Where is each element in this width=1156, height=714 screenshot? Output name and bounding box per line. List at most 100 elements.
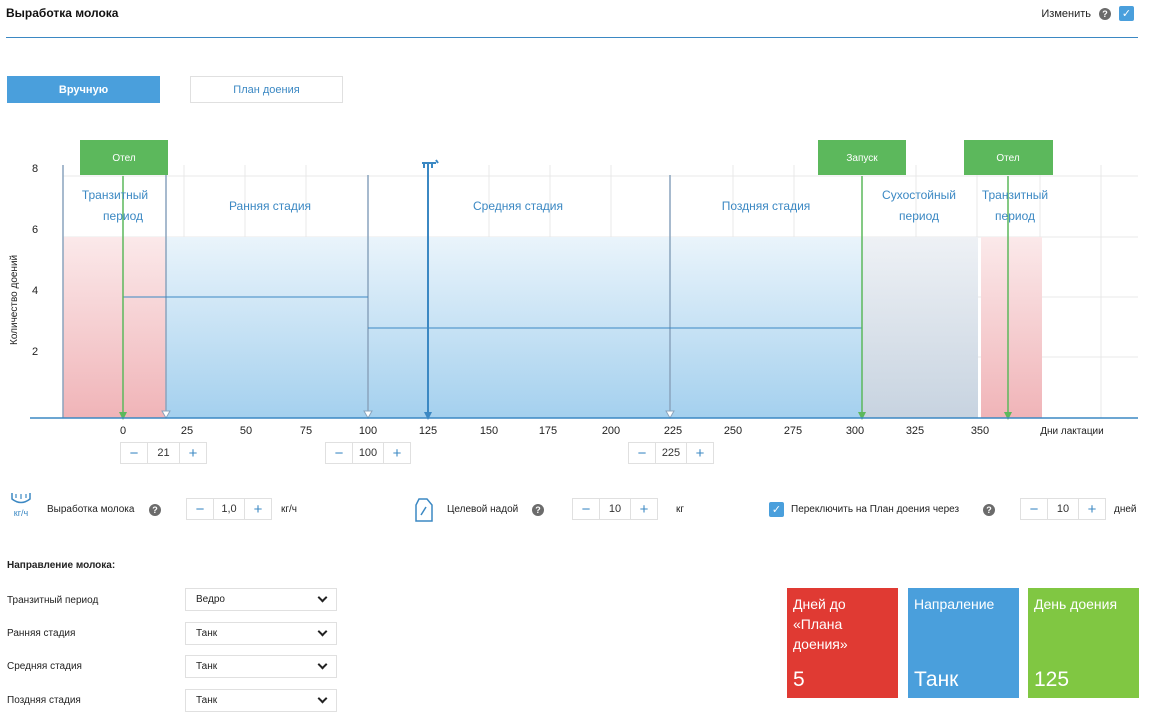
stepper-value[interactable]: 21 [147, 443, 180, 463]
switch-plan-label: Переключить на План доения через [791, 504, 960, 515]
tile-value: 125 [1034, 668, 1070, 691]
help-icon[interactable]: ? [149, 504, 161, 516]
transit-end-stepper: − 21 + [120, 442, 207, 464]
stage-label-transit-b-2: период [995, 209, 1035, 223]
decrement-button[interactable]: − [334, 444, 344, 462]
increment-button[interactable]: + [639, 500, 649, 518]
calving-flag-2-label: Отел [996, 153, 1019, 164]
decrement-button[interactable]: − [1029, 500, 1039, 518]
chevron-down-icon [317, 626, 328, 637]
stage-label-dry-2: период [899, 209, 939, 223]
x-tick: 100 [359, 425, 377, 437]
direction-select-early[interactable]: Танк [185, 622, 337, 645]
target-yield-icon [414, 497, 434, 528]
milk-yield-icon: кг/ч [9, 491, 33, 518]
y-tick: 8 [32, 163, 38, 175]
increment-button[interactable]: + [392, 444, 402, 462]
help-icon[interactable]: ? [532, 504, 544, 516]
stepper-value[interactable]: 225 [655, 443, 687, 463]
calving-flag-2[interactable]: Отел [964, 140, 1053, 175]
direction-select-late[interactable]: Танк [185, 689, 337, 712]
help-icon[interactable]: ? [1099, 7, 1111, 20]
x-axis-label: Дни лактации [1040, 426, 1103, 437]
dry-off-flag-label: Запуск [846, 153, 878, 164]
dry-period-region [862, 237, 978, 418]
calving-marker-2[interactable] [1004, 412, 1012, 420]
x-tick: 350 [971, 425, 989, 437]
early-end-stepper: − 100 + [325, 442, 411, 464]
y-axis-label: Количество доений [9, 255, 20, 345]
tile-value: 5 [793, 668, 805, 691]
milk-direction-title: Направление молока: [7, 560, 116, 571]
increment-button[interactable]: + [695, 444, 705, 462]
direction-label: Ранняя стадия [7, 628, 76, 639]
stage-label-late: Поздняя стадия [722, 199, 811, 213]
milk-yield-stepper: − 1,0 + [186, 498, 272, 520]
y-tick: 4 [32, 285, 38, 297]
switch-plan-unit: дней [1114, 504, 1137, 515]
select-value: Ведро [196, 594, 225, 605]
select-value: Танк [196, 695, 218, 706]
decrement-button[interactable]: − [581, 500, 591, 518]
milk-yield-label: Выработка молока [47, 504, 135, 515]
x-tick: 0 [120, 425, 126, 437]
direction-label: Средняя стадия [7, 661, 82, 672]
select-value: Танк [196, 628, 218, 639]
page-title: Выработка молока [6, 6, 119, 20]
select-value: Танк [196, 661, 218, 672]
switch-plan-checkbox[interactable]: ✓ [769, 502, 784, 517]
increment-button[interactable]: + [253, 500, 263, 518]
direction-label: Поздняя стадия [7, 695, 81, 706]
current-day-marker[interactable] [422, 159, 439, 420]
stage-label-transit: Транзитный [82, 188, 148, 202]
dry-off-marker[interactable] [858, 412, 866, 420]
calving-flag-label: Отел [112, 153, 135, 164]
x-tick: 50 [240, 425, 252, 437]
y-tick: 2 [32, 346, 38, 358]
target-yield-unit: кг [676, 504, 685, 515]
increment-button[interactable]: + [188, 444, 198, 462]
tile-label: Дней до «Плана доения» [793, 596, 848, 652]
header-divider [6, 37, 1138, 38]
increment-button[interactable]: + [1087, 500, 1097, 518]
stage-label-early: Ранняя стадия [229, 199, 311, 213]
x-tick: 25 [181, 425, 193, 437]
late-stage-handle[interactable] [665, 410, 675, 420]
tab-manual[interactable]: Вручную [7, 76, 160, 103]
dry-off-flag[interactable]: Запуск [818, 140, 906, 175]
x-tick: 200 [602, 425, 620, 437]
stepper-value[interactable]: 10 [599, 499, 631, 519]
decrement-button[interactable]: − [195, 500, 205, 518]
y-tick: 6 [32, 224, 38, 236]
x-tick: 325 [906, 425, 924, 437]
stepper-value[interactable]: 1,0 [213, 499, 245, 519]
help-icon[interactable]: ? [983, 504, 995, 516]
switch-plan-stepper: − 10 + [1020, 498, 1106, 520]
direction-label: Транзитный период [7, 595, 99, 606]
stage-label-transit-b: Транзитный [982, 188, 1048, 202]
tile-days-to-plan: Дней до «Плана доения» 5 [787, 588, 898, 698]
calving-flag[interactable]: Отел [80, 140, 168, 175]
stepper-value[interactable]: 10 [1047, 499, 1079, 519]
edit-label: Изменить [1041, 7, 1091, 20]
x-tick: 250 [724, 425, 742, 437]
tile-milking-day: День доения 125 [1028, 588, 1139, 698]
calving-marker[interactable] [119, 412, 127, 420]
direction-select-transit[interactable]: Ведро [185, 588, 337, 611]
decrement-button[interactable]: − [129, 444, 139, 462]
stage-label-mid: Средняя стадия [473, 199, 563, 213]
decrement-button[interactable]: − [637, 444, 647, 462]
direction-select-mid[interactable]: Танк [185, 655, 337, 678]
tile-label: Напраление [914, 596, 995, 612]
tile-direction: Напраление Танк [908, 588, 1019, 698]
x-tick: 225 [664, 425, 682, 437]
mid-stage-handle[interactable] [363, 410, 373, 420]
x-tick: 275 [784, 425, 802, 437]
edit-checkbox[interactable]: ✓ [1119, 6, 1134, 21]
x-tick: 125 [419, 425, 437, 437]
tile-value: Танк [914, 668, 959, 691]
stepper-value[interactable]: 100 [352, 443, 384, 463]
early-stage-handle[interactable] [161, 410, 171, 420]
lactation-chart: Отел Запуск Отел Транзитный период Рання… [9, 140, 1138, 437]
tab-milking-plan[interactable]: План доения [190, 76, 343, 103]
